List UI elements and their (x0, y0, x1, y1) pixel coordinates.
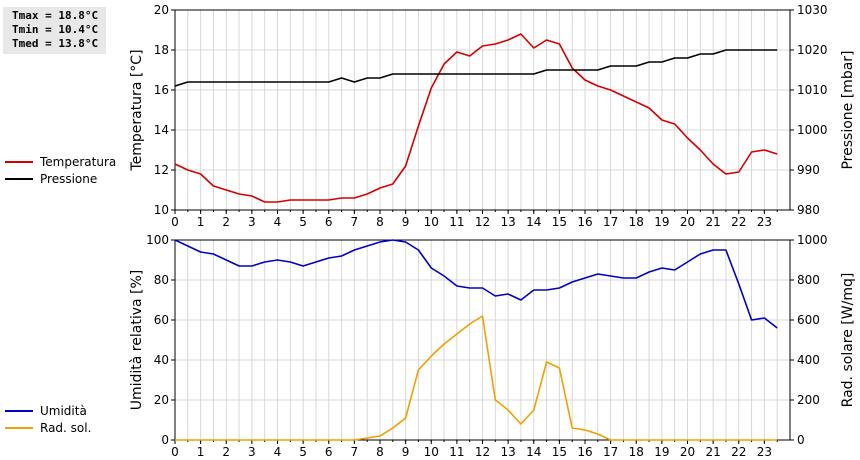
chart1-x-tick-label: 23 (757, 215, 772, 229)
chart2-yl-tick-label: 20 (154, 393, 169, 407)
legend-item-temperature: Temperatura (5, 153, 116, 170)
legend-top: Temperatura Pressione (5, 153, 116, 187)
stats-box: Tmax = 18.8°C Tmin = 10.4°C Tmed = 13.8°… (3, 7, 106, 54)
chart1-x-tick-label: 0 (171, 215, 179, 229)
chart2-y-left-label: Umidità relativa [%] (129, 270, 145, 411)
chart2-x-tick-label: 22 (731, 445, 746, 459)
chart2-yr-tick-label: 600 (797, 313, 820, 327)
chart1-x-tick-label: 8 (376, 215, 384, 229)
chart1-x-tick-label: 1 (197, 215, 205, 229)
chart1-x-tick-label: 16 (577, 215, 592, 229)
legend-item-humidity: Umidità (5, 402, 91, 419)
chart2-x-tick-label: 18 (629, 445, 644, 459)
chart1-x-tick-label: 20 (680, 215, 695, 229)
chart1-x-tick-label: 5 (299, 215, 307, 229)
chart1-x-tick-label: 14 (526, 215, 541, 229)
chart1-yr-tick-label: 1000 (797, 123, 828, 137)
chart1-yr-tick-label: 980 (797, 203, 820, 217)
chart1-x-tick-label: 18 (629, 215, 644, 229)
chart1-x-tick-label: 17 (603, 215, 618, 229)
legend-swatch-temperature (5, 160, 33, 163)
chart2-yr-tick-label: 200 (797, 393, 820, 407)
chart1-x-tick-label: 11 (449, 215, 464, 229)
legend-label-humidity: Umidità (40, 403, 87, 418)
chart2-x-tick-label: 19 (654, 445, 669, 459)
chart1-yl-tick-label: 18 (154, 43, 169, 57)
chart2-yl-tick-label: 0 (161, 433, 169, 447)
legend-swatch-humidity (5, 409, 33, 412)
tmin-text: Tmin = 10.4°C (12, 23, 99, 36)
chart2-x-tick-label: 20 (680, 445, 695, 459)
legend-bottom: Umidità Rad. sol. (5, 402, 91, 436)
chart2-yr-tick-label: 400 (797, 353, 820, 367)
chart1-x-tick-label: 10 (424, 215, 439, 229)
chart1-x-tick-label: 4 (274, 215, 282, 229)
chart1-y-left-label: Temperatura [°C] (129, 49, 145, 171)
legend-item-radiation: Rad. sol. (5, 419, 91, 436)
chart2-x-tick-label: 17 (603, 445, 618, 459)
chart1-x-tick-label: 9 (402, 215, 410, 229)
chart1-series-pressione (174, 49, 778, 87)
chart2-x-tick-label: 9 (402, 445, 410, 459)
chart2-yl-tick-label: 60 (154, 313, 169, 327)
legend-swatch-pressure (5, 177, 33, 180)
chart2-x-tick-label: 12 (475, 445, 490, 459)
chart1-x-tick-label: 12 (475, 215, 490, 229)
legend-swatch-radiation (5, 426, 33, 429)
chart1-x-tick-label: 21 (705, 215, 720, 229)
chart1-yl-tick-label: 12 (154, 163, 169, 177)
chart2-x-tick-label: 2 (222, 445, 230, 459)
chart2-x-tick-label: 0 (171, 445, 179, 459)
chart1-x-tick-label: 3 (248, 215, 256, 229)
tmax-text: Tmax = 18.8°C (12, 9, 99, 22)
chart1-series-temperatura (174, 33, 778, 203)
chart1-x-tick-label: 7 (351, 215, 359, 229)
chart2-series-rad-sol (175, 315, 778, 441)
chart2-x-tick-label: 7 (351, 445, 359, 459)
legend-label-temperature: Temperatura (40, 154, 117, 169)
chart1-yr-tick-label: 1010 (797, 83, 828, 97)
chart2-x-tick-label: 13 (500, 445, 515, 459)
chart1-yl-tick-label: 20 (154, 3, 169, 17)
chart2-y-right-label: Rad. solare [W/mq] (840, 273, 856, 408)
chart1-y-right-label: Pressione [mbar] (840, 50, 856, 169)
chart1-x-tick-label: 19 (654, 215, 669, 229)
chart1-x-tick-label: 6 (325, 215, 333, 229)
chart2-x-tick-label: 23 (757, 445, 772, 459)
chart2-yl-tick-label: 100 (146, 233, 169, 247)
chart1-x-tick-label: 13 (500, 215, 515, 229)
chart1-yl-tick-label: 16 (154, 83, 169, 97)
chart2-x-tick-label: 3 (248, 445, 256, 459)
chart2-x-tick-label: 11 (449, 445, 464, 459)
chart1-yr-tick-label: 990 (797, 163, 820, 177)
chart2-yl-tick-label: 80 (154, 273, 169, 287)
legend-label-pressure: Pressione (40, 171, 98, 186)
chart1-yl-tick-label: 14 (154, 123, 169, 137)
legend-label-radiation: Rad. sol. (40, 420, 92, 435)
chart2-series-umidit (174, 239, 778, 329)
chart2-yr-tick-label: 0 (797, 433, 805, 447)
chart2-x-tick-label: 4 (274, 445, 282, 459)
chart2-yr-tick-label: 1000 (797, 233, 828, 247)
chart1-x-tick-label: 22 (731, 215, 746, 229)
chart2-x-tick-label: 5 (299, 445, 307, 459)
chart2-yl-tick-label: 40 (154, 353, 169, 367)
chart1-x-tick-label: 15 (552, 215, 567, 229)
chart1-yl-tick-label: 10 (154, 203, 169, 217)
chart1-x-tick-label: 2 (222, 215, 230, 229)
chart2-x-tick-label: 8 (376, 445, 384, 459)
chart2-x-tick-label: 16 (577, 445, 592, 459)
legend-item-pressure: Pressione (5, 170, 116, 187)
chart2-x-tick-label: 6 (325, 445, 333, 459)
chart1-yr-tick-label: 1020 (797, 43, 828, 57)
chart2-x-tick-label: 14 (526, 445, 541, 459)
tmed-text: Tmed = 13.8°C (12, 37, 99, 50)
chart2-x-tick-label: 15 (552, 445, 567, 459)
chart2-yr-tick-label: 800 (797, 273, 820, 287)
chart2-x-tick-label: 10 (424, 445, 439, 459)
chart2-x-tick-label: 1 (197, 445, 205, 459)
chart1-yr-tick-label: 1030 (797, 3, 828, 17)
chart2-x-tick-label: 21 (705, 445, 720, 459)
